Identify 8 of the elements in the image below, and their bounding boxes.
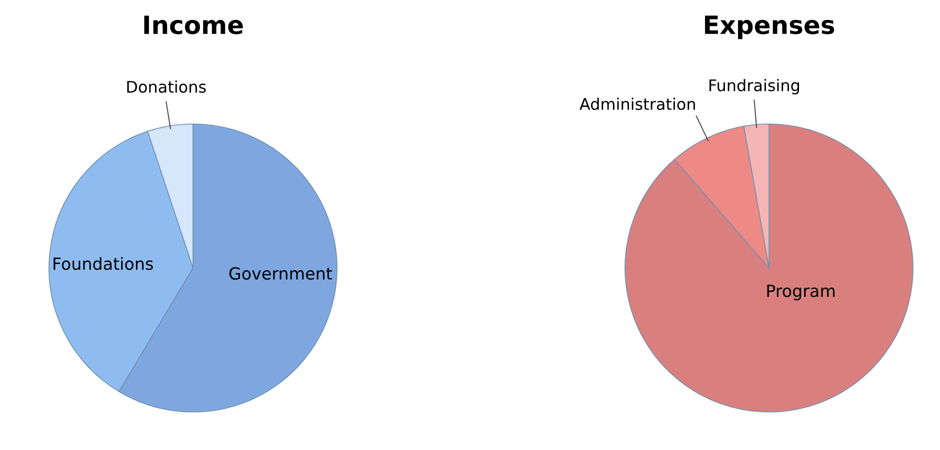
slice-label: Program xyxy=(767,284,835,300)
slice-label: Foundations xyxy=(54,257,153,270)
slice-label: Fundraising xyxy=(710,78,799,94)
slice-label: Administration xyxy=(580,98,695,110)
chart-title: Expenses xyxy=(705,16,834,40)
chart-title: Income xyxy=(144,16,243,34)
slice-label: Government xyxy=(229,267,332,280)
slice-label: Donations xyxy=(127,80,206,93)
